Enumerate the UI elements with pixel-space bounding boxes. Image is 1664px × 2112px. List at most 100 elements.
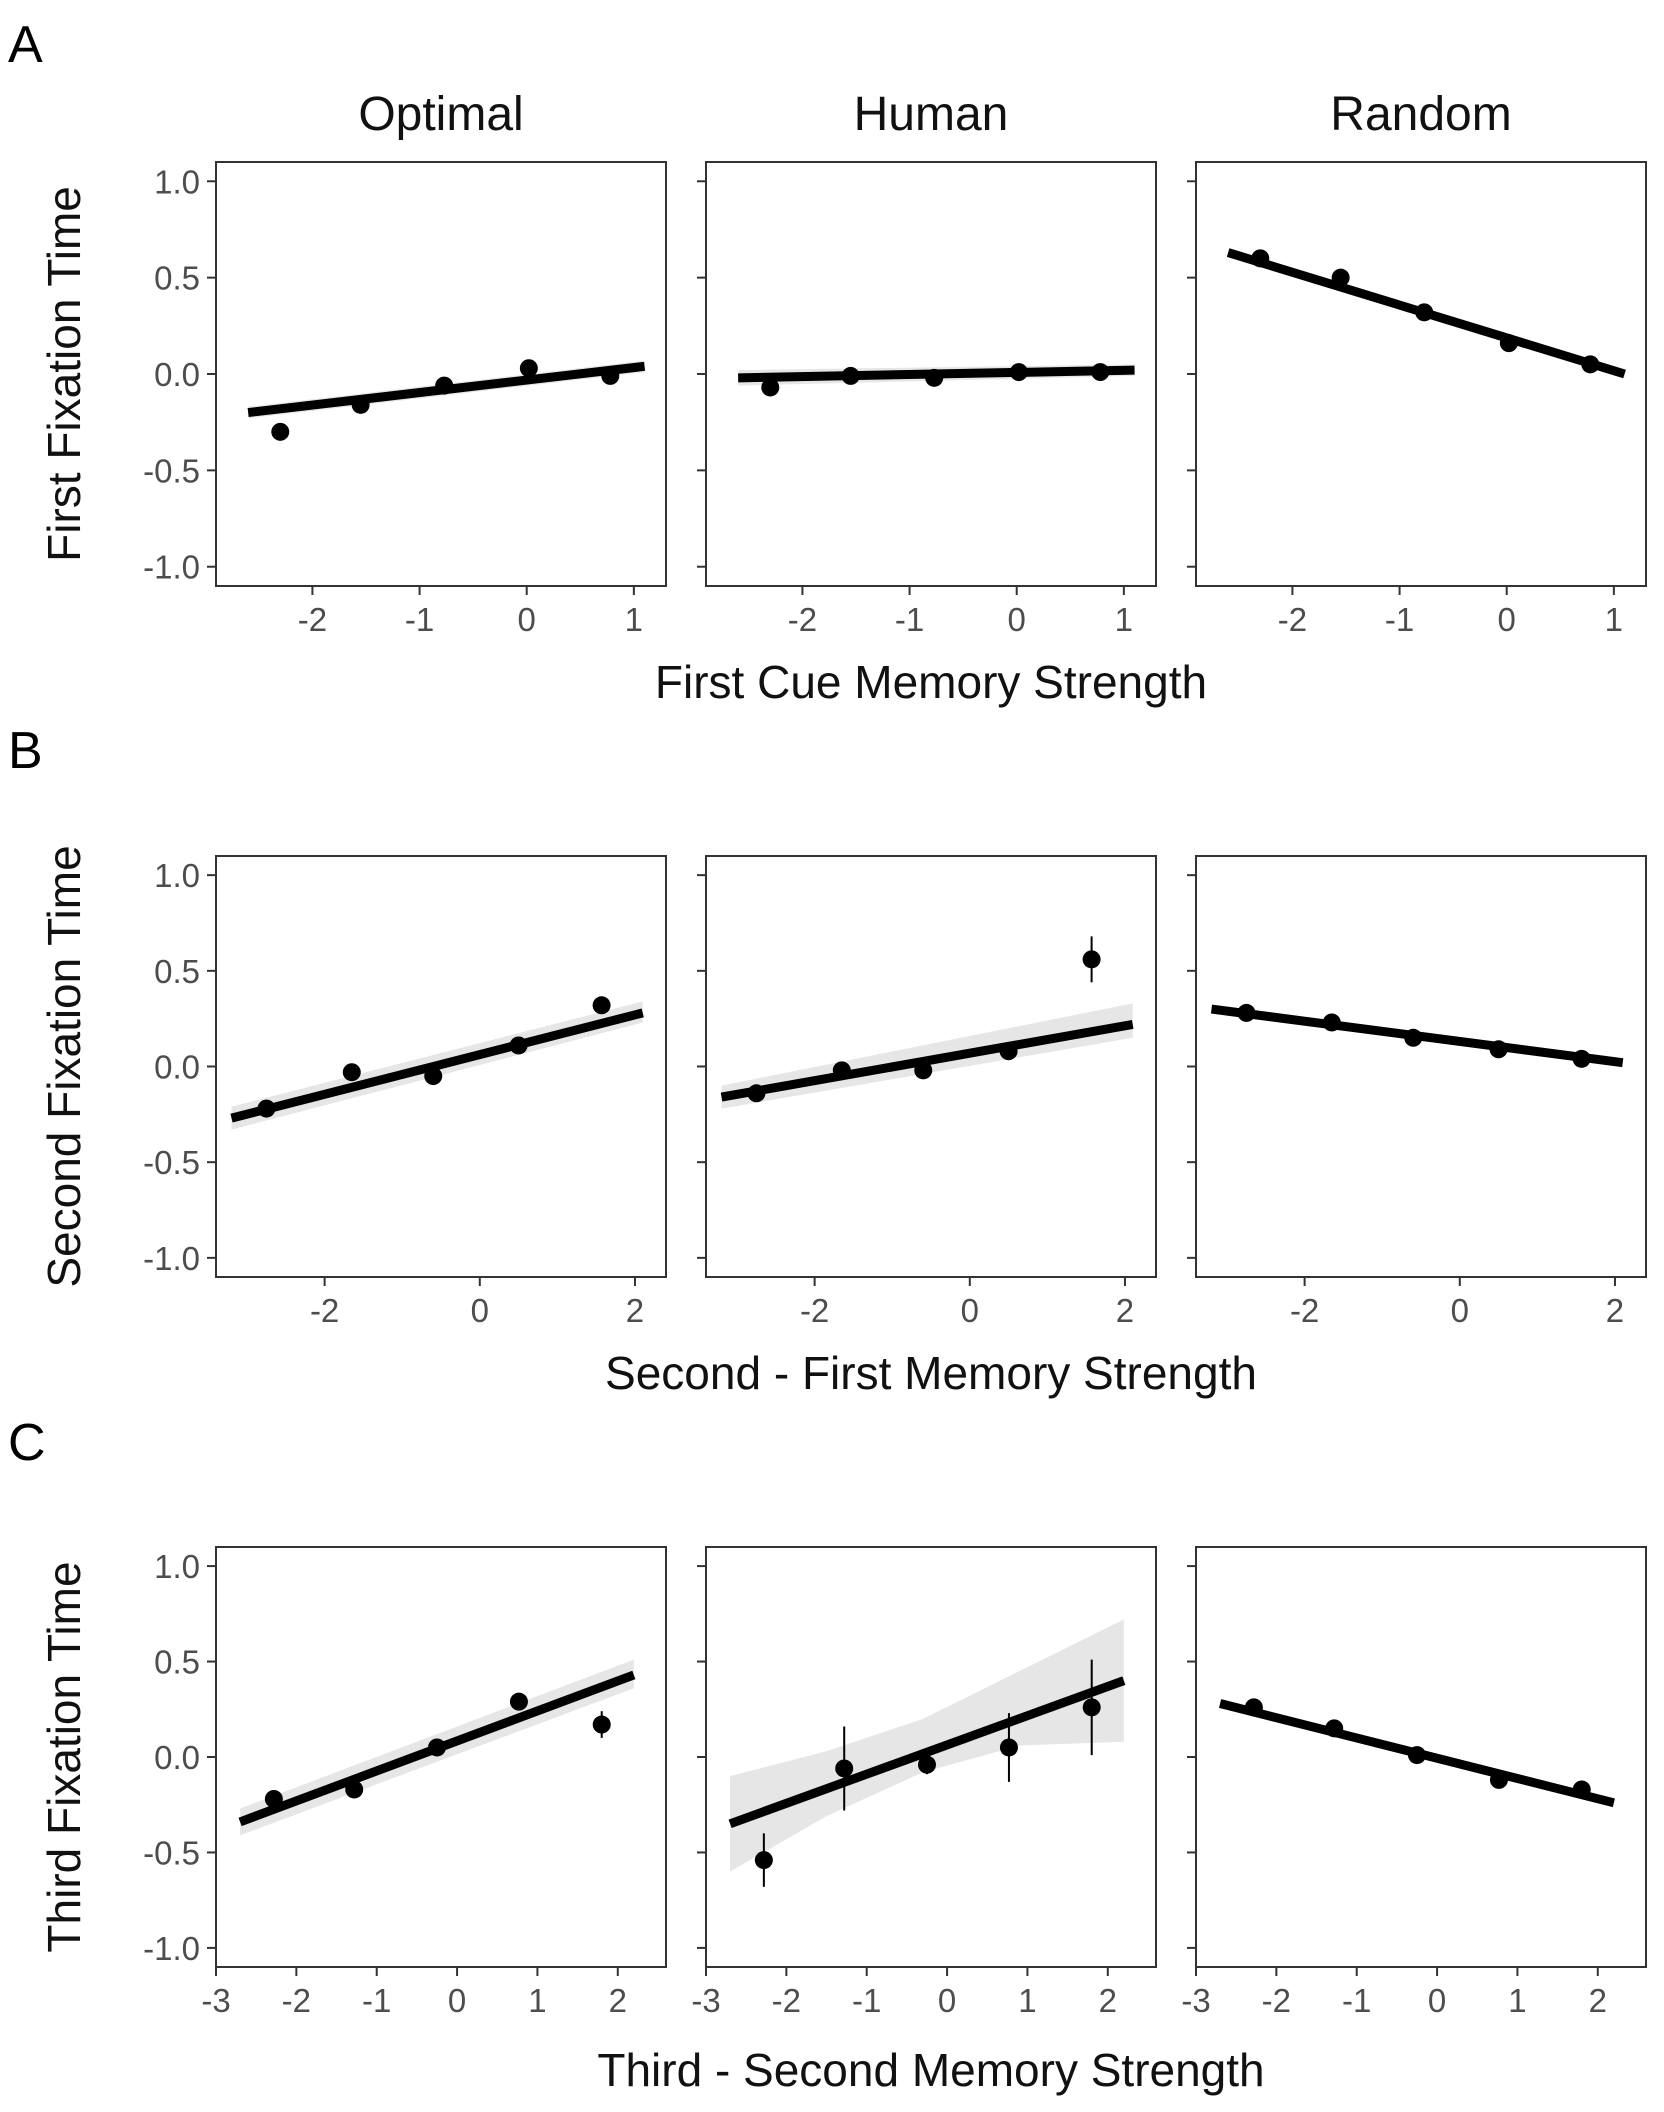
data-point <box>342 1063 361 1082</box>
data-point <box>1572 1049 1591 1068</box>
column-title-human: Human <box>854 88 1009 141</box>
x-tick-label: -1 <box>362 1982 391 2019</box>
data-point <box>592 1715 611 1734</box>
data-point <box>841 366 860 385</box>
data-point <box>592 996 611 1015</box>
data-point <box>509 1692 528 1711</box>
x-axis-label: Second - First Memory Strength <box>605 1347 1257 1399</box>
data-point <box>1581 355 1600 374</box>
x-tick-label: 1 <box>1115 601 1133 638</box>
y-tick-label: 1.0 <box>154 1548 200 1585</box>
x-tick-label: 1 <box>1018 1982 1036 2019</box>
facet-random: -2 -1 0 1 <box>1187 161 1647 638</box>
x-tick-label: 0 <box>471 1292 489 1329</box>
confidence-band <box>730 1619 1124 1872</box>
y-tick-label: -1.0 <box>143 1930 200 1967</box>
data-point <box>257 1099 276 1118</box>
row-A: A First Fixation Time First Cue Memory Str… <box>8 16 1647 708</box>
data-point <box>519 359 538 378</box>
data-point <box>427 1738 446 1757</box>
data-point <box>435 376 454 395</box>
data-point <box>999 1042 1018 1061</box>
x-tick-label: 1 <box>528 1982 546 2019</box>
x-tick-label: 2 <box>1589 1982 1607 2019</box>
data-point <box>1499 334 1518 353</box>
x-tick-label: -1 <box>1385 601 1414 638</box>
data-point <box>1572 1780 1591 1799</box>
y-tick-label: 0.5 <box>154 1644 200 1681</box>
y-tick-label: 0.5 <box>154 260 200 297</box>
data-point <box>914 1061 933 1080</box>
facet-human: -2 0 2 <box>697 855 1157 1329</box>
x-tick-label: -2 <box>282 1982 311 2019</box>
x-tick-label: 0 <box>1008 601 1026 638</box>
y-tick-label: 0.5 <box>154 953 200 990</box>
x-tick-label: 2 <box>609 1982 627 2019</box>
data-point <box>424 1067 443 1086</box>
data-point <box>835 1759 854 1778</box>
data-point <box>1415 303 1434 322</box>
x-tick-label: 1 <box>625 601 643 638</box>
data-point <box>754 1851 773 1870</box>
x-tick-label: 1 <box>1508 1982 1526 2019</box>
x-tick-label: -2 <box>1262 1982 1291 2019</box>
facet-random: -2 0 2 <box>1187 855 1647 1329</box>
y-tick-label: -0.5 <box>143 452 200 489</box>
y-tick-label: 0.0 <box>154 356 200 393</box>
facet-optimal: -2 0 2 -1.0 -0.5 0.0 0.5 1.0 <box>143 855 667 1329</box>
column-title-optimal: Optimal <box>358 88 523 141</box>
y-tick-label: 1.0 <box>154 857 200 894</box>
x-tick-label: 0 <box>1451 1292 1469 1329</box>
y-axis-label: Second Fixation Time <box>38 845 90 1287</box>
x-tick-label: -2 <box>1290 1292 1319 1329</box>
x-tick-label: -2 <box>298 601 327 638</box>
panel-letter: A <box>8 16 43 74</box>
x-tick-label: 0 <box>938 1982 956 2019</box>
data-point <box>1237 1003 1256 1022</box>
regression-line <box>720 1019 1134 1102</box>
data-point <box>264 1790 283 1808</box>
x-tick-label: -3 <box>691 1982 720 2019</box>
data-point <box>999 1738 1018 1757</box>
x-tick-label: 2 <box>1116 1292 1134 1329</box>
data-point <box>1331 268 1350 287</box>
data-point <box>601 366 620 385</box>
x-tick-label: -1 <box>1342 1982 1371 2019</box>
panel-letter: B <box>8 722 43 780</box>
data-point <box>1404 1028 1423 1047</box>
x-tick-label: 2 <box>1099 1982 1117 2019</box>
y-tick-label: -1.0 <box>143 549 200 586</box>
x-axis-label: Third - Second Memory Strength <box>597 2044 1264 2096</box>
x-tick-label: 1 <box>1605 601 1623 638</box>
y-tick-label: 0.0 <box>154 1739 200 1776</box>
x-tick-label: -3 <box>201 1982 230 2019</box>
data-point <box>1244 1698 1263 1717</box>
y-tick-label: 1.0 <box>154 163 200 200</box>
data-point <box>1251 249 1270 268</box>
x-tick-label: 0 <box>518 601 536 638</box>
row-B: B Second Fixation Time Second - First Memo… <box>8 722 1647 1399</box>
facet-random: -3 -2 -1 0 1 2 <box>1181 1546 1647 2019</box>
data-point <box>917 1755 936 1774</box>
data-point <box>747 1084 766 1103</box>
data-point <box>1325 1719 1344 1738</box>
column-titles: Optimal Human Random <box>358 88 1511 141</box>
y-tick-label: -0.5 <box>143 1144 200 1181</box>
data-point <box>351 395 370 414</box>
plot-frame <box>1195 161 1647 587</box>
data-point <box>832 1061 851 1080</box>
data-point <box>509 1036 528 1055</box>
y-tick-label: -0.5 <box>143 1834 200 1871</box>
facet-human: -2 -1 0 1 <box>697 161 1157 638</box>
x-tick-label: -3 <box>1181 1982 1210 2019</box>
plot-frame <box>1195 855 1647 1278</box>
x-tick-label: -2 <box>800 1292 829 1329</box>
data-point <box>925 368 944 387</box>
x-tick-label: 0 <box>448 1982 466 2019</box>
y-axis-label: Third Fixation Time <box>38 1561 90 1952</box>
panel-letter: C <box>8 1414 46 1472</box>
x-tick-label: -2 <box>772 1982 801 2019</box>
x-tick-label: 0 <box>961 1292 979 1329</box>
facet-optimal: -2 -1 0 1 -1.0 -0.5 0.0 0.5 1.0 <box>143 161 667 638</box>
